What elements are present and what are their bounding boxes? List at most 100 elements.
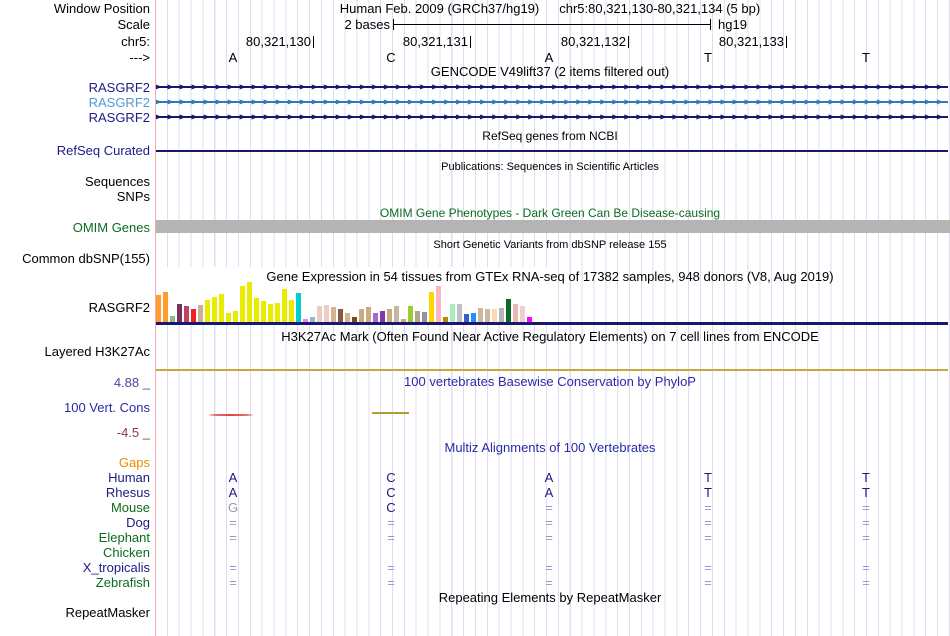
gtex-bar[interactable]	[359, 309, 364, 322]
multiz-species-label[interactable]: Human	[108, 470, 150, 485]
gtex-bar[interactable]	[422, 312, 427, 322]
gtex-bar[interactable]	[394, 306, 399, 322]
gtex-bar[interactable]	[233, 311, 238, 322]
gtex-bar[interactable]	[198, 305, 203, 322]
gtex-bar[interactable]	[464, 314, 469, 322]
multiz-species-label[interactable]: Rhesus	[105, 485, 150, 500]
phylop-negative-mark-olive[interactable]	[372, 412, 409, 414]
gtex-bar[interactable]	[450, 304, 455, 322]
gtex-bar[interactable]	[380, 311, 385, 322]
gtex-bar[interactable]	[247, 282, 252, 322]
multiz-aligned-base[interactable]: G	[227, 500, 239, 515]
gtex-bar[interactable]	[506, 299, 511, 322]
gtex-bar[interactable]	[443, 317, 448, 322]
multiz-species-label[interactable]: Zebrafish	[95, 575, 150, 590]
track-label-repeatmasker[interactable]: RepeatMasker	[65, 605, 150, 620]
multiz-aligned-base[interactable]: C	[386, 470, 396, 485]
gtex-bar[interactable]	[471, 313, 476, 322]
gtex-bar[interactable]	[387, 309, 392, 322]
multiz-aligned-base[interactable]: =	[545, 515, 553, 530]
gtex-bar[interactable]	[282, 289, 287, 322]
gtex-bar[interactable]	[184, 306, 189, 322]
multiz-aligned-base[interactable]: A	[544, 485, 554, 500]
gtex-bar[interactable]	[268, 304, 273, 322]
phylop-negative-mark-red[interactable]	[209, 414, 253, 416]
multiz-aligned-base[interactable]: =	[862, 530, 870, 545]
gtex-bar[interactable]	[275, 303, 280, 322]
multiz-aligned-base[interactable]: =	[229, 515, 237, 530]
gtex-bar[interactable]	[436, 286, 441, 322]
gtex-bar[interactable]	[401, 319, 406, 322]
gtex-bar[interactable]	[457, 304, 462, 322]
multiz-species-label[interactable]: Chicken	[103, 545, 150, 560]
gtex-bar[interactable]	[219, 294, 224, 322]
multiz-aligned-base[interactable]: T	[862, 470, 870, 485]
multiz-aligned-base[interactable]: =	[862, 515, 870, 530]
multiz-aligned-base[interactable]: =	[704, 575, 712, 590]
multiz-aligned-base[interactable]: A	[228, 485, 238, 500]
multiz-aligned-base[interactable]: =	[704, 515, 712, 530]
gencode-gene-line[interactable]	[155, 86, 948, 88]
multiz-species-label[interactable]: Elephant	[98, 530, 150, 545]
gtex-bar[interactable]	[296, 293, 301, 322]
omim-gene-bar[interactable]	[155, 220, 950, 233]
gtex-bar[interactable]	[317, 306, 322, 322]
gtex-bar[interactable]	[366, 307, 371, 322]
track-label-common-dbsnp[interactable]: Common dbSNP(155)	[22, 251, 150, 266]
multiz-aligned-base[interactable]: =	[862, 500, 870, 515]
multiz-aligned-base[interactable]: =	[862, 575, 870, 590]
gtex-bar[interactable]	[527, 317, 532, 322]
gtex-bar[interactable]	[520, 306, 525, 322]
multiz-aligned-base[interactable]: =	[704, 500, 712, 515]
gtex-bar[interactable]	[429, 292, 434, 322]
multiz-aligned-base[interactable]: =	[229, 575, 237, 590]
h3k27ac-signal-line[interactable]	[155, 369, 948, 371]
gtex-bar[interactable]	[338, 309, 343, 322]
gtex-bar[interactable]	[289, 300, 294, 322]
gtex-bar[interactable]	[212, 297, 217, 322]
gtex-bar[interactable]	[478, 308, 483, 322]
gtex-bar[interactable]	[492, 309, 497, 322]
gencode-gene-line[interactable]	[155, 116, 948, 118]
multiz-species-label[interactable]: Mouse	[110, 500, 150, 515]
multiz-aligned-base[interactable]: =	[704, 560, 712, 575]
gencode-gene-line[interactable]	[155, 101, 948, 103]
gtex-bar[interactable]	[261, 301, 266, 322]
gtex-bar[interactable]	[415, 311, 420, 322]
gtex-bar[interactable]	[513, 304, 518, 322]
multiz-aligned-base[interactable]: C	[386, 485, 396, 500]
track-label-gtex-gene[interactable]: RASGRF2	[88, 300, 150, 315]
multiz-aligned-base[interactable]: =	[387, 530, 395, 545]
refseq-gene-line[interactable]	[155, 150, 948, 152]
multiz-aligned-base[interactable]: T	[862, 485, 870, 500]
multiz-aligned-base[interactable]: T	[704, 470, 712, 485]
multiz-aligned-base[interactable]: =	[387, 560, 395, 575]
multiz-aligned-base[interactable]: =	[545, 575, 553, 590]
track-label-refseq-curated[interactable]: RefSeq Curated	[56, 143, 150, 158]
gencode-gene-label[interactable]: RASGRF2	[88, 95, 150, 110]
gtex-bar[interactable]	[408, 306, 413, 322]
multiz-aligned-base[interactable]: =	[545, 500, 553, 515]
multiz-aligned-base[interactable]: A	[228, 470, 238, 485]
multiz-aligned-base[interactable]: =	[229, 560, 237, 575]
gtex-bar[interactable]	[191, 309, 196, 322]
gtex-bar[interactable]	[205, 300, 210, 322]
track-label-snps[interactable]: SNPs	[116, 189, 150, 204]
track-label-phylop[interactable]: 100 Vert. Cons	[64, 400, 150, 415]
multiz-aligned-base[interactable]: =	[545, 560, 553, 575]
gtex-bar[interactable]	[170, 316, 175, 322]
gtex-bar[interactable]	[345, 313, 350, 322]
gtex-bar[interactable]	[324, 305, 329, 322]
multiz-aligned-base[interactable]: =	[387, 515, 395, 530]
gtex-bar[interactable]	[303, 319, 308, 322]
gtex-bar[interactable]	[310, 317, 315, 322]
gtex-bar[interactable]	[156, 295, 161, 322]
multiz-aligned-base[interactable]: C	[386, 500, 396, 515]
gtex-bar[interactable]	[240, 286, 245, 322]
gtex-bar[interactable]	[352, 317, 357, 322]
gtex-bar[interactable]	[373, 313, 378, 322]
gtex-bar[interactable]	[485, 309, 490, 322]
multiz-aligned-base[interactable]: =	[387, 575, 395, 590]
multiz-aligned-base[interactable]: =	[229, 530, 237, 545]
gencode-gene-label[interactable]: RASGRF2	[88, 80, 150, 95]
